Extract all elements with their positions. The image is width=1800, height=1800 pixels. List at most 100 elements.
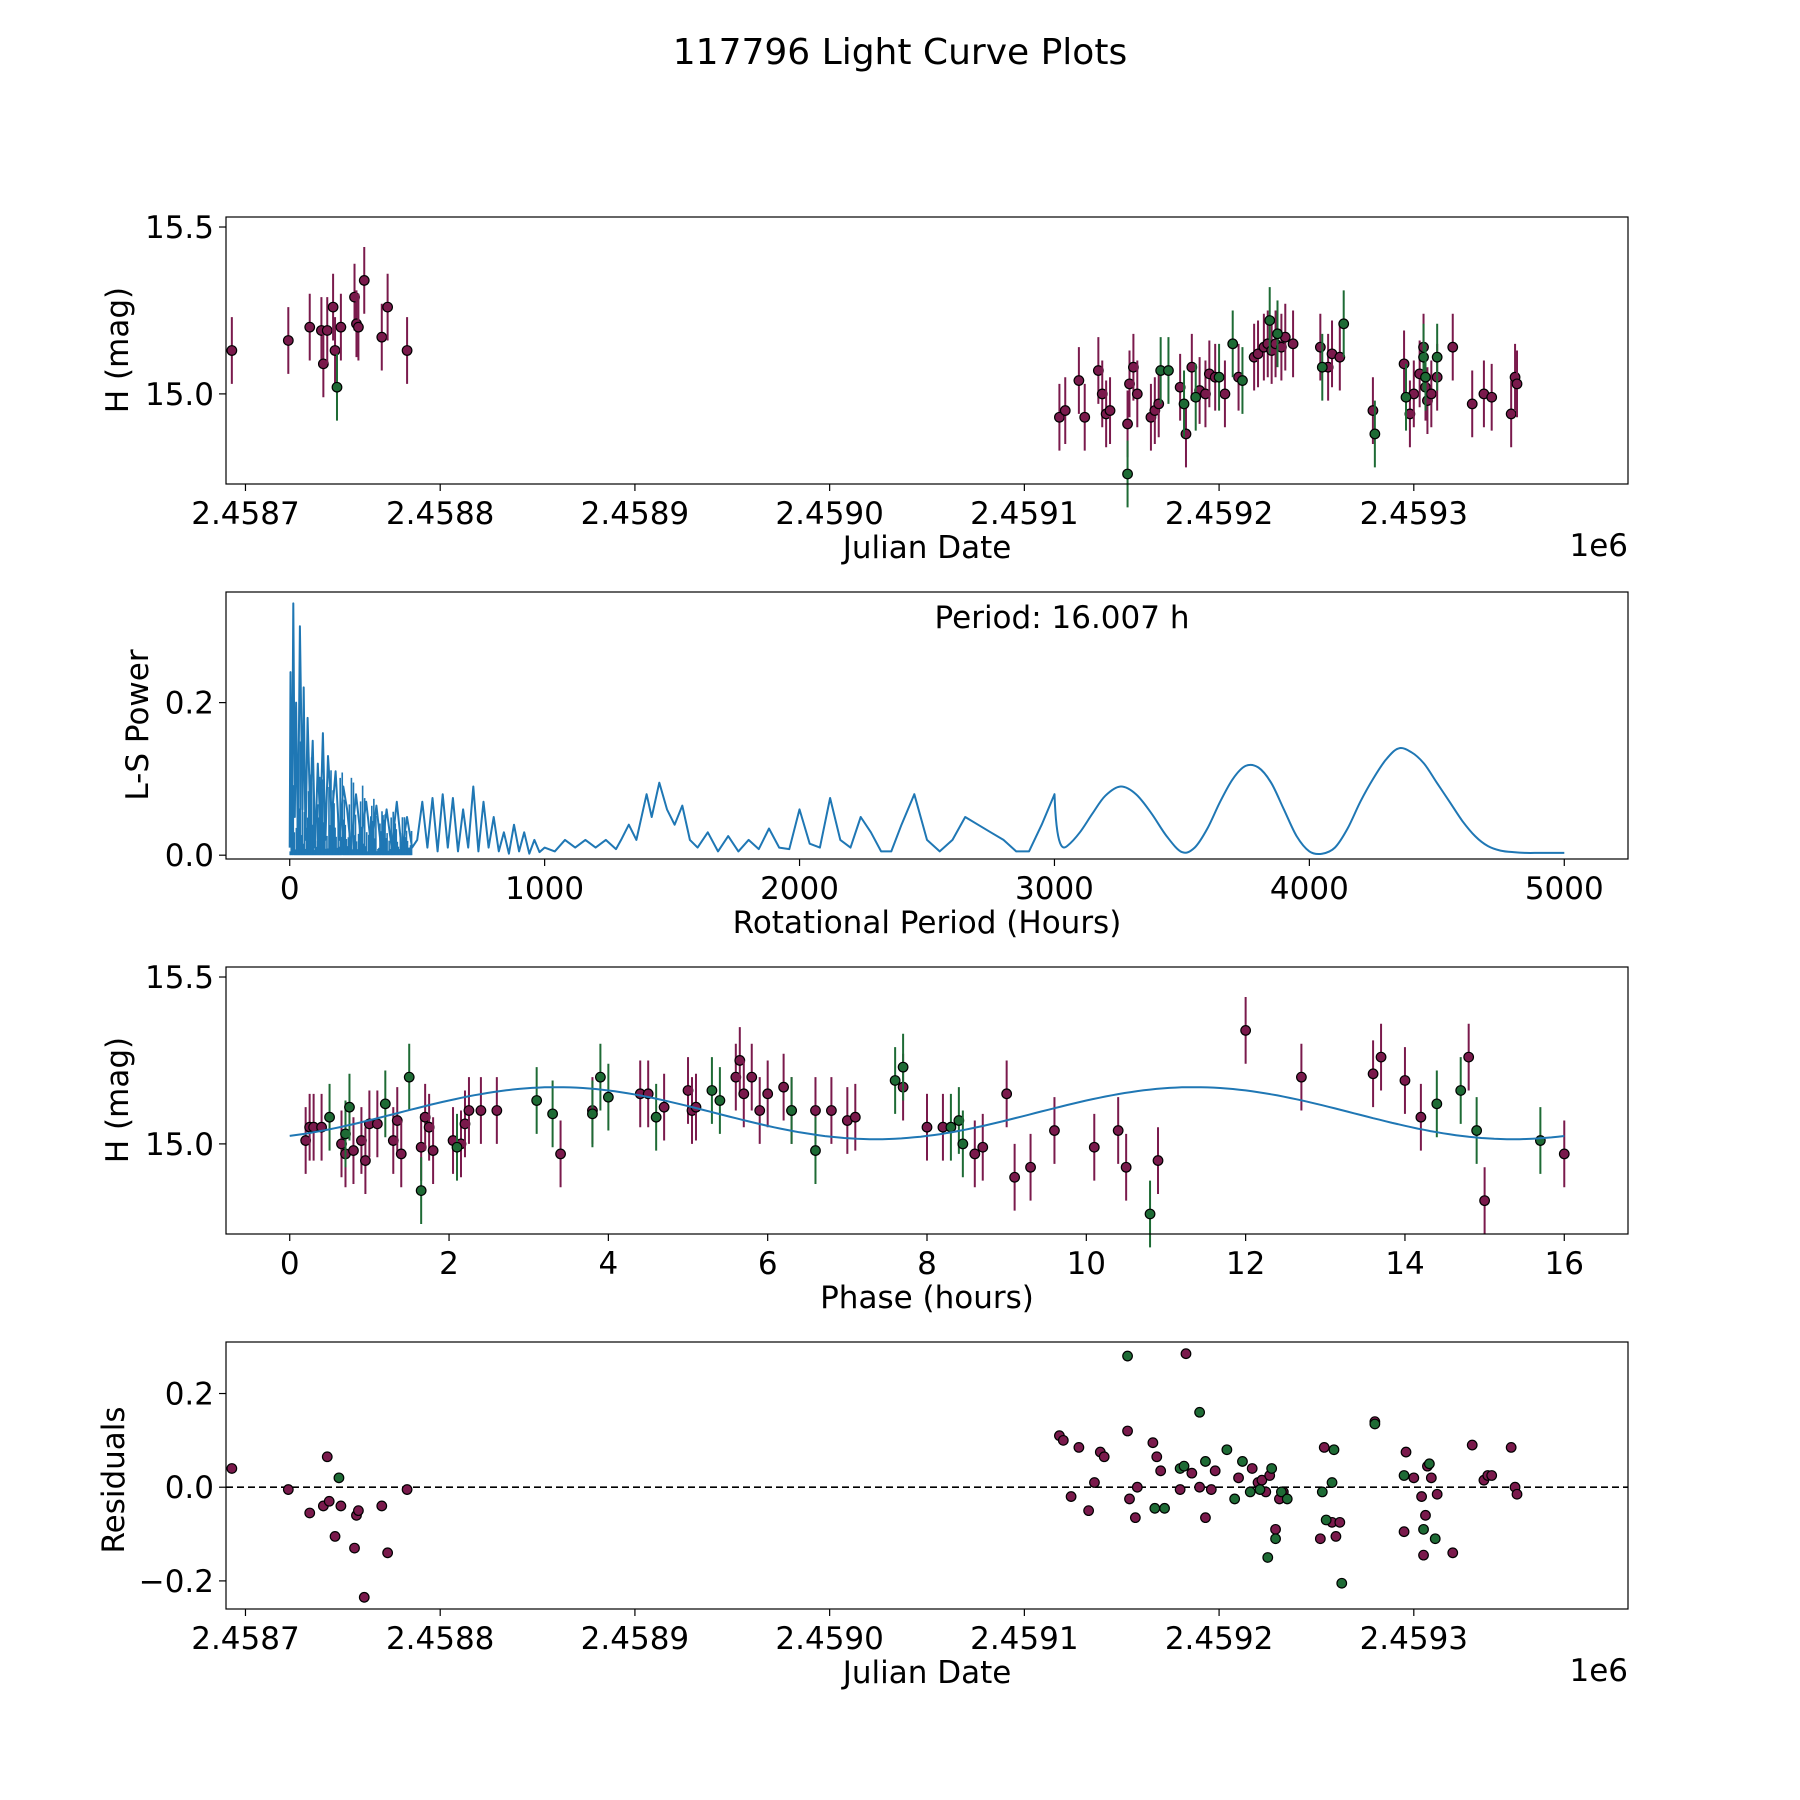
phase-point-green (897, 1061, 909, 1073)
resid-point-green (1326, 1477, 1338, 1488)
resid-point-magenta (323, 1495, 335, 1507)
ls-xtick-label: 3000 (1015, 871, 1094, 907)
phase-xlabel: Phase (hours) (820, 1280, 1034, 1316)
lc-point-magenta (1252, 348, 1264, 360)
lc-point-green (1237, 375, 1248, 386)
resid-point-magenta (1083, 1505, 1095, 1517)
lc-xtick-label: 2.4593 (1360, 496, 1468, 532)
lc-point-green (1178, 398, 1190, 410)
resid-point-magenta (1057, 1434, 1069, 1446)
resid-point-magenta (353, 1505, 364, 1517)
phase-point-magenta (826, 1105, 837, 1116)
lc-point-magenta (1398, 358, 1410, 370)
resid-point-magenta (1505, 1441, 1517, 1453)
ls-xtick-label: 2000 (760, 871, 839, 907)
lc-point-magenta (304, 321, 316, 333)
phase-point-green (324, 1111, 335, 1123)
phase-ylabel: H (mag) (100, 1037, 136, 1163)
lc-xtick-label: 2.4587 (191, 496, 299, 532)
resid-xtick-label: 2.4591 (970, 1621, 1078, 1657)
resid-point-magenta (401, 1484, 413, 1495)
phase-xtick-label: 14 (1385, 1246, 1424, 1282)
lc-point-green (1264, 315, 1276, 326)
phase-point-green (602, 1091, 614, 1103)
phase-point-magenta (810, 1105, 821, 1116)
lc-offset-label: 1e6 (1569, 528, 1628, 564)
resid-point-magenta (1425, 1472, 1437, 1484)
phase-ytick-label: 15.5 (145, 960, 214, 996)
resid-xtick-label: 2.4588 (386, 1621, 494, 1657)
resid-point-magenta (1129, 1512, 1141, 1524)
resid-point-green (1244, 1486, 1256, 1498)
lc-point-green (1420, 371, 1431, 383)
resid-point-magenta (382, 1547, 394, 1559)
resid-axes-frame (225, 1341, 1629, 1610)
resid-point-magenta (282, 1484, 294, 1495)
resid-point-magenta (1314, 1533, 1326, 1545)
lc-point-magenta (382, 301, 394, 313)
resid-point-magenta (376, 1500, 388, 1512)
resid-point-green (1281, 1493, 1293, 1505)
resid-point-magenta (1098, 1451, 1110, 1463)
phase-point-magenta (1479, 1195, 1491, 1207)
resid-point-magenta (1447, 1547, 1459, 1559)
phase-point-magenta (371, 1118, 383, 1130)
phase-point-magenta (1009, 1171, 1021, 1183)
lc-point-magenta (1054, 411, 1065, 423)
resid-point-green (1369, 1418, 1381, 1430)
phase-point-magenta (1295, 1071, 1307, 1083)
resid-point-green (1320, 1514, 1332, 1526)
lc-point-magenta (1180, 428, 1192, 440)
phase-point-magenta (475, 1105, 487, 1116)
ls-power-line (288, 602, 1565, 856)
phase-point-green (344, 1101, 355, 1113)
resid-point-magenta (1400, 1446, 1412, 1458)
resid-point-magenta (1155, 1465, 1167, 1477)
lc-point-green (1418, 351, 1429, 363)
phase-point-green (786, 1105, 797, 1116)
resid-point-magenta (1209, 1465, 1221, 1477)
phase-point-magenta (1367, 1068, 1379, 1080)
lc-point-magenta (353, 321, 364, 333)
resid-point-magenta (226, 1463, 238, 1474)
phase-point-green (957, 1138, 969, 1150)
resid-point-green (1336, 1577, 1348, 1589)
lc-point-magenta (401, 345, 413, 356)
resid-point-magenta (358, 1591, 370, 1603)
lc-point-green (1213, 371, 1225, 383)
lc-point-magenta (1486, 391, 1498, 403)
lc-xtick-label: 2.4588 (386, 496, 494, 532)
phase-point-green (889, 1075, 901, 1086)
phase-point-magenta (1001, 1088, 1013, 1100)
resid-point-magenta (1186, 1467, 1198, 1479)
figure-title: 117796 Light Curve Plots (673, 32, 1127, 73)
lc-point-magenta (376, 331, 388, 343)
resid-point-magenta (1408, 1472, 1420, 1484)
resid-xtick-label: 2.4587 (191, 1621, 299, 1657)
phase-point-magenta (849, 1111, 861, 1123)
lc-point-green (1163, 365, 1174, 376)
resid-point-magenta (1330, 1530, 1342, 1542)
phase-point-green (531, 1095, 543, 1106)
resid-point-green (1237, 1456, 1248, 1467)
resid-point-magenta (1122, 1425, 1133, 1437)
resid-xtick-label: 2.4593 (1360, 1621, 1468, 1657)
panel-phase-curve: 0 2 4 6 8 10 12 14 16 15.0 15.5 Phase (hours) H (m… (100, 960, 1629, 1316)
resid-xlabel: Julian Date (841, 1655, 1012, 1691)
panel-periodogram: 0 1000 2000 3000 4000 5000 0.0 0.2 Period: 16.0… (120, 591, 1629, 941)
phase-point-magenta (1415, 1111, 1427, 1123)
phase-xtick-label: 16 (1545, 1246, 1584, 1282)
phase-point-green (706, 1085, 718, 1096)
resid-point-magenta (1418, 1549, 1429, 1561)
resid-point-green (1275, 1486, 1287, 1498)
resid-ytick-label: 0.2 (165, 1377, 214, 1413)
phase-xtick-label: 6 (758, 1246, 778, 1282)
ls-xtick-label: 5000 (1525, 871, 1604, 907)
lc-point-magenta (1153, 398, 1165, 410)
phase-point-magenta (1399, 1075, 1411, 1086)
resid-point-green (1266, 1463, 1278, 1474)
phase-point-magenta (738, 1088, 750, 1100)
phase-point-magenta (1112, 1125, 1124, 1136)
lc-point-magenta (1079, 411, 1091, 423)
